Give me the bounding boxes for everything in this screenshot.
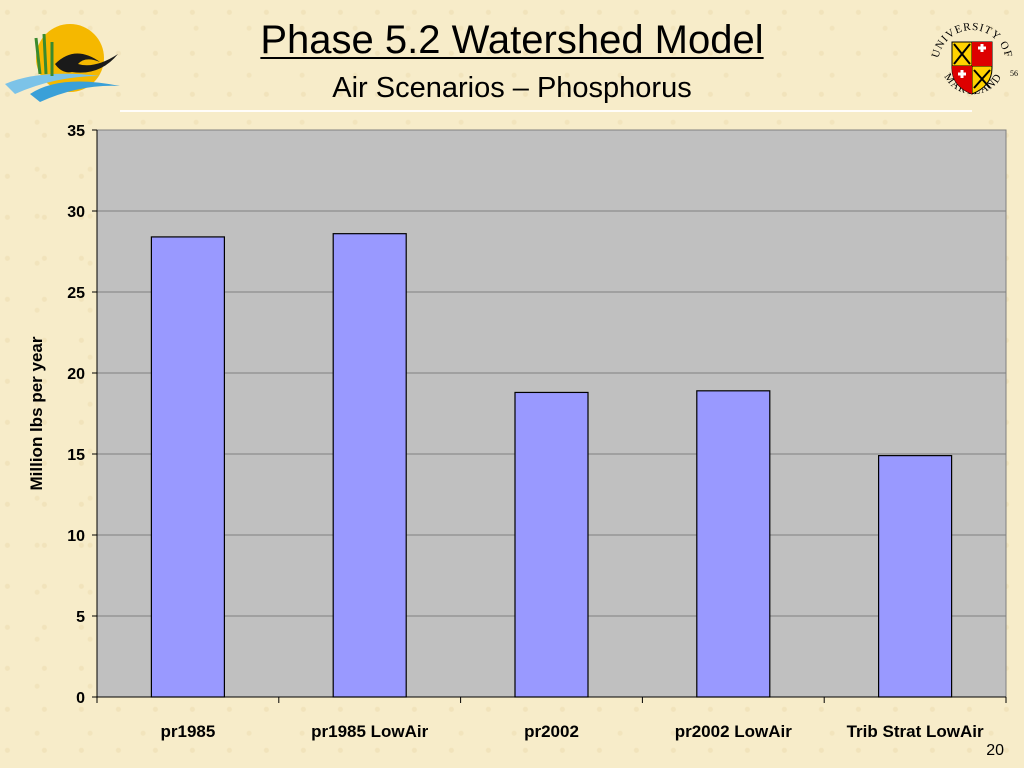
- y-tick-label: 30: [67, 204, 85, 221]
- y-tick-label: 5: [76, 609, 85, 626]
- y-axis-title: Million lbs per year: [27, 336, 46, 490]
- x-tick-label: pr2002 LowAir: [675, 722, 793, 741]
- x-tick-label: pr2002: [524, 722, 579, 741]
- y-tick-label: 35: [67, 123, 85, 140]
- x-axis: pr1985 pr1985 LowAir pr2002 pr2002 LowAir Tr…: [96, 696, 1007, 741]
- header-divider: [120, 110, 972, 112]
- x-tick-label: pr1985: [160, 722, 215, 741]
- slide-title: Phase 5.2 Watershed Model: [260, 18, 764, 62]
- bar-trib-strat-lowair: [877, 455, 953, 698]
- bar-pr2002-lowair: [696, 390, 771, 698]
- x-tick-label: pr1985 LowAir: [311, 722, 429, 741]
- bar-pr1985-lowair: [332, 233, 407, 698]
- page-number: 20: [986, 742, 1004, 759]
- y-tick-label: 0: [76, 690, 85, 707]
- y-axis: 0 5 10 15 20 25 30 35: [67, 123, 98, 707]
- bar-pr2002: [514, 391, 589, 698]
- bird-sun-logo-icon: [5, 24, 120, 102]
- gridlines: [97, 129, 1006, 617]
- x-tick-label: Trib Strat LowAir: [847, 722, 984, 741]
- bars: [150, 233, 953, 698]
- university-seal-logo-icon: UNIVERSITY OF MARYLAND 56: [930, 21, 1018, 98]
- y-tick-label: 10: [67, 528, 85, 545]
- seal-year: 56: [1010, 69, 1018, 78]
- y-tick-label: 15: [67, 447, 85, 464]
- y-tick-label: 20: [67, 366, 85, 383]
- bar-pr1985: [150, 236, 225, 698]
- slide-subtitle: Air Scenarios – Phosphorus: [332, 72, 692, 104]
- y-tick-label: 25: [67, 285, 85, 302]
